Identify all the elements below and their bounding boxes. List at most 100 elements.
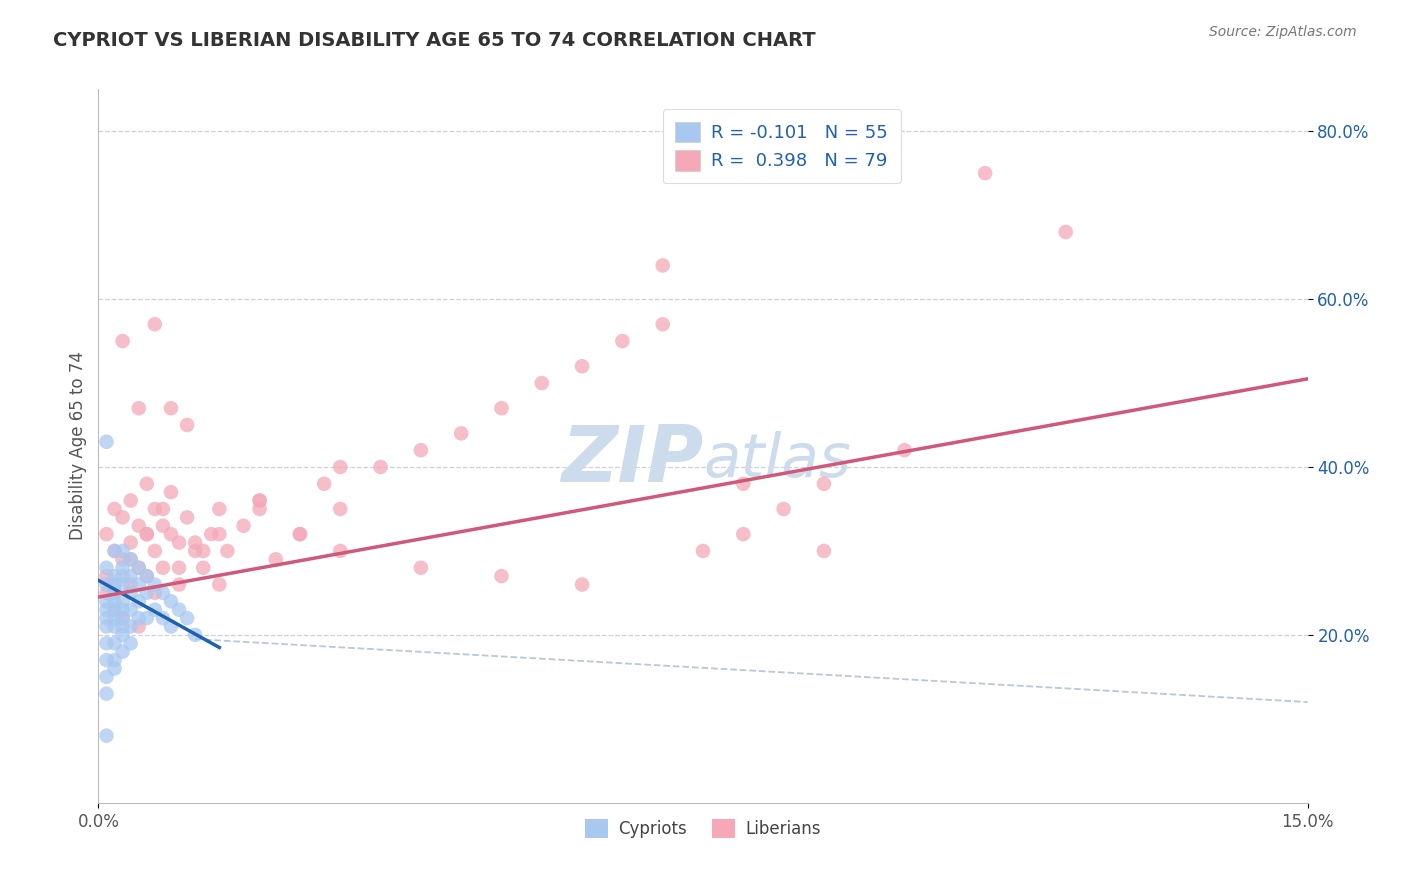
Point [128,518,150,533]
Point [120,552,142,566]
Point [692,544,714,558]
Point [128,401,150,416]
Text: Source: ZipAtlas.com: Source: ZipAtlas.com [1209,25,1357,39]
Point [612,334,634,348]
Point [111,628,134,642]
Point [103,502,125,516]
Point [111,645,134,659]
Point [103,586,125,600]
Point [111,619,134,633]
Point [409,443,432,458]
Point [96,594,118,608]
Point [160,527,183,541]
Point [135,611,157,625]
Point [111,611,134,625]
Point [103,619,125,633]
Point [103,577,125,591]
Point [111,510,134,524]
Point [96,636,118,650]
Point [120,603,142,617]
Point [167,535,190,549]
Point [160,619,183,633]
Point [184,628,207,642]
Point [450,426,472,441]
Point [96,619,118,633]
Point [120,535,142,549]
Point [143,544,166,558]
Point [167,577,190,591]
Point [893,443,915,458]
Point [208,502,231,516]
Point [571,359,593,374]
Point [111,544,134,558]
Point [111,569,134,583]
Point [152,518,174,533]
Point [184,544,207,558]
Point [103,603,125,617]
Point [96,729,118,743]
Point [193,544,215,558]
Point [128,611,150,625]
Point [143,502,166,516]
Point [370,460,392,475]
Point [208,577,231,591]
Point [96,434,118,449]
Point [160,485,183,500]
Point [288,527,311,541]
Point [120,577,142,591]
Point [143,586,166,600]
Point [160,594,183,608]
Point [120,569,142,583]
Point [96,560,118,574]
Point [329,502,352,516]
Point [1054,225,1077,239]
Point [128,560,150,574]
Point [288,527,311,541]
Point [167,560,190,574]
Text: atlas: atlas [703,431,851,490]
Point [176,611,198,625]
Point [249,493,271,508]
Point [103,544,125,558]
Point [111,552,134,566]
Point [135,476,157,491]
Point [120,586,142,600]
Point [103,577,125,591]
Point [571,577,593,591]
Point [813,544,835,558]
Point [96,603,118,617]
Point [193,560,215,574]
Point [314,476,336,491]
Point [530,376,553,390]
Point [200,527,222,541]
Point [111,334,134,348]
Point [217,544,239,558]
Point [120,552,142,566]
Point [96,611,118,625]
Point [143,603,166,617]
Point [974,166,997,180]
Y-axis label: Disability Age 65 to 74: Disability Age 65 to 74 [69,351,87,541]
Point [103,661,125,675]
Point [329,544,352,558]
Point [111,560,134,574]
Point [96,653,118,667]
Point [103,544,125,558]
Point [249,493,271,508]
Point [96,577,118,591]
Point [96,687,118,701]
Point [103,653,125,667]
Point [651,318,673,332]
Legend: Cypriots, Liberians: Cypriots, Liberians [578,812,828,845]
Point [249,502,271,516]
Point [152,611,174,625]
Point [103,594,125,608]
Point [651,259,673,273]
Point [143,318,166,332]
Point [232,518,254,533]
Point [128,619,150,633]
Point [120,619,142,633]
Point [176,510,198,524]
Point [409,560,432,574]
Point [208,527,231,541]
